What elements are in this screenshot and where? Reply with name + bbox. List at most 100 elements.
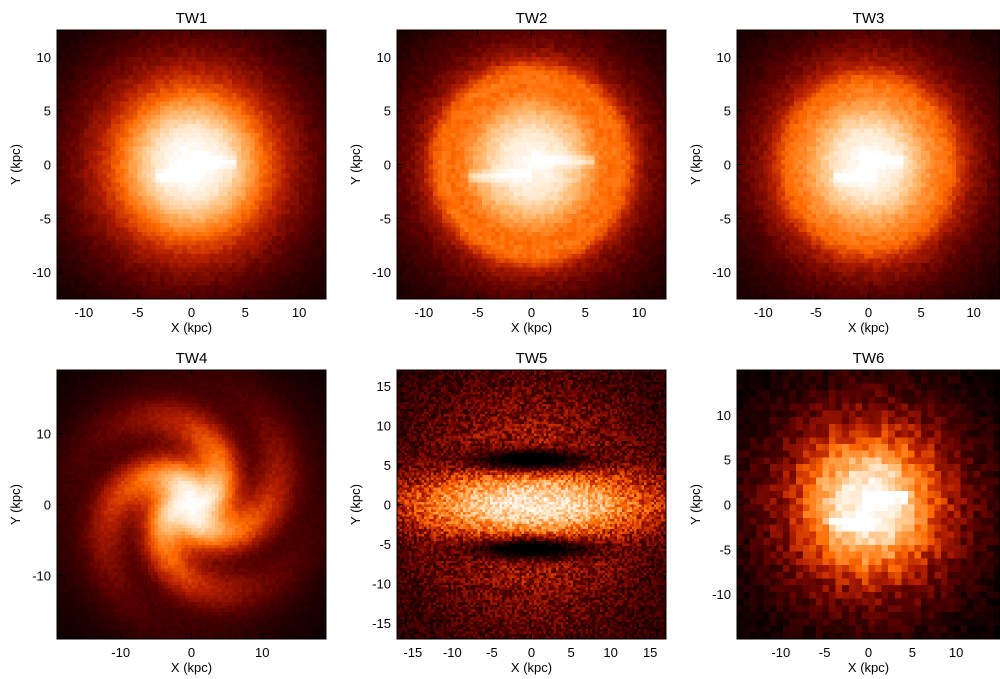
heatmap-cell: [477, 38, 483, 45]
heatmap-cell: [661, 61, 667, 67]
heatmap-cell: [312, 263, 318, 269]
heatmap-cell: [419, 101, 425, 107]
heatmap-cell: [308, 92, 314, 98]
heatmap-cell: [110, 133, 116, 139]
heatmap-cell: [509, 124, 515, 130]
heatmap-cell: [169, 74, 175, 80]
heatmap-cell: [446, 92, 452, 98]
heatmap-cell: [290, 155, 296, 161]
heatmap-cell: [580, 106, 586, 112]
heatmap-cell: [133, 182, 139, 188]
heatmap-cell: [281, 70, 287, 76]
heatmap-cell: [312, 209, 318, 215]
heatmap-cell: [468, 70, 474, 76]
heatmap-cell: [410, 74, 416, 80]
heatmap-cell: [204, 231, 211, 237]
heatmap-cell: [276, 70, 282, 76]
heatmap-cell: [146, 200, 152, 206]
heatmap-cell: [65, 186, 72, 192]
heatmap-cell: [160, 83, 166, 89]
heatmap-cell: [580, 110, 586, 116]
heatmap-cell: [504, 74, 510, 80]
heatmap-cell: [567, 65, 573, 71]
heatmap-cell: [290, 191, 296, 197]
heatmap-cell: [397, 47, 403, 54]
heatmap-cell: [276, 115, 282, 121]
heatmap-cell: [70, 227, 76, 233]
heatmap-cell: [146, 74, 152, 80]
heatmap-cell: [258, 119, 264, 125]
heatmap-cell: [137, 213, 143, 219]
heatmap-cell: [263, 164, 269, 170]
heatmap-cell: [169, 151, 175, 157]
heatmap-cell: [74, 47, 81, 54]
heatmap-cell: [160, 133, 166, 139]
heatmap-cell: [312, 290, 318, 296]
heatmap-cell: [299, 227, 305, 233]
heatmap-cell: [79, 160, 85, 166]
heatmap-cell: [567, 101, 573, 107]
heatmap-cell: [124, 272, 130, 278]
heatmap-cell: [299, 43, 305, 49]
heatmap-cell: [419, 30, 425, 36]
heatmap-cell: [450, 70, 456, 76]
heatmap-cell: [110, 177, 116, 184]
heatmap-cell: [459, 101, 465, 107]
heatmap-cell: [178, 173, 184, 179]
heatmap-cell: [213, 83, 219, 89]
heatmap-cell: [231, 92, 237, 98]
heatmap-cell: [258, 34, 264, 40]
heatmap-cell: [65, 276, 72, 282]
heatmap-cell: [74, 160, 81, 166]
heatmap-cell: [285, 276, 291, 282]
heatmap-cell: [308, 101, 314, 107]
heatmap-cell: [151, 249, 157, 255]
heatmap-cell: [285, 231, 291, 237]
heatmap-cell: [410, 70, 416, 76]
heatmap-cell: [245, 240, 251, 246]
heatmap-cell: [249, 249, 255, 255]
heatmap-cell: [254, 52, 260, 58]
heatmap-cell: [173, 115, 179, 121]
heatmap-cell: [648, 106, 654, 112]
heatmap-cell: [200, 79, 206, 85]
heatmap-cell: [169, 249, 175, 255]
heatmap-cell: [299, 47, 305, 54]
heatmap-cell: [249, 128, 255, 134]
heatmap-cell: [254, 191, 260, 197]
heatmap-cell: [281, 128, 287, 134]
heatmap-cell: [57, 164, 63, 170]
heatmap-cell: [495, 47, 501, 54]
heatmap-cell: [639, 97, 645, 103]
heatmap-cell: [455, 56, 461, 62]
heatmap-cell: [477, 88, 483, 94]
heatmap-cell: [281, 146, 287, 152]
heatmap-cell: [468, 106, 474, 112]
heatmap-cell: [88, 47, 94, 54]
heatmap-cell: [200, 88, 206, 94]
heatmap-cell: [272, 106, 278, 112]
heatmap-cell: [423, 34, 429, 40]
heatmap-cell: [79, 30, 85, 36]
heatmap-cell: [124, 110, 130, 116]
heatmap-cell: [209, 43, 215, 49]
heatmap-cell: [236, 204, 242, 210]
heatmap-cell: [182, 294, 188, 300]
heatmap-cell: [88, 115, 94, 121]
heatmap-cell: [92, 65, 98, 71]
heatmap-cell: [164, 34, 170, 40]
heatmap-cell: [115, 258, 121, 264]
heatmap-cell: [553, 97, 559, 103]
heatmap-cell: [195, 191, 202, 197]
y-tick-label: 10: [37, 50, 51, 65]
heatmap-cell: [276, 74, 282, 80]
heatmap-cell: [195, 52, 202, 58]
heatmap-cell: [267, 83, 273, 89]
heatmap-cell: [124, 47, 130, 54]
heatmap-cell: [504, 115, 510, 121]
heatmap-cell: [612, 74, 618, 80]
heatmap-cell: [106, 177, 112, 184]
heatmap-cell: [128, 200, 134, 206]
heatmap-cell: [204, 52, 211, 58]
heatmap-cell: [222, 88, 228, 94]
